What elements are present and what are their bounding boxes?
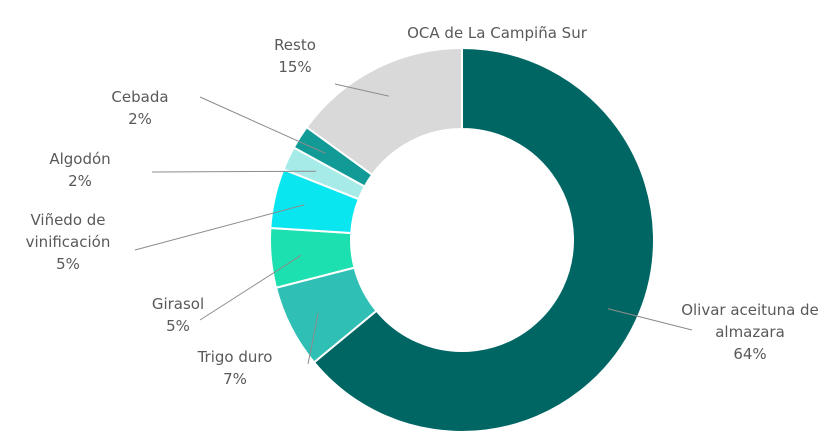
slice-label: Viñedo de vinificación 5% [8, 209, 128, 275]
leader-line [199, 96, 326, 154]
slice-label: Algodón 2% [25, 148, 135, 192]
leader-line [334, 83, 389, 97]
leader-line [608, 308, 693, 331]
value-label: 7% [223, 370, 247, 388]
value-label: 5% [166, 317, 190, 335]
value-label: 5% [56, 255, 80, 273]
category-label: Resto [274, 36, 316, 54]
leader-line [307, 313, 319, 365]
category-label: Girasol [151, 295, 205, 313]
slice-label: Girasol 5% [123, 293, 233, 337]
category-label: Viñedo de vinificación [25, 211, 111, 251]
category-label: Cebada [111, 88, 169, 106]
slice-label: Cebada 2% [85, 86, 195, 130]
slice-label: Resto 15% [240, 34, 350, 78]
value-label: 64% [733, 345, 767, 363]
category-label: Trigo duro [197, 348, 273, 366]
leader-line [134, 204, 305, 251]
slice-label: Trigo duro 7% [180, 346, 290, 390]
leader-line [151, 170, 316, 173]
category-label: Olivar aceituna de almazara [681, 301, 819, 341]
slice [312, 46, 655, 433]
slice-label: Olivar aceituna de almazara 64% [680, 299, 820, 365]
slice [305, 46, 463, 177]
value-label: 15% [278, 58, 312, 76]
value-label: 2% [68, 172, 92, 190]
chart-title: OCA de La Campiña Sur [407, 24, 587, 42]
category-label: Algodón [49, 150, 111, 168]
value-label: 2% [128, 110, 152, 128]
leader-line [199, 254, 302, 321]
